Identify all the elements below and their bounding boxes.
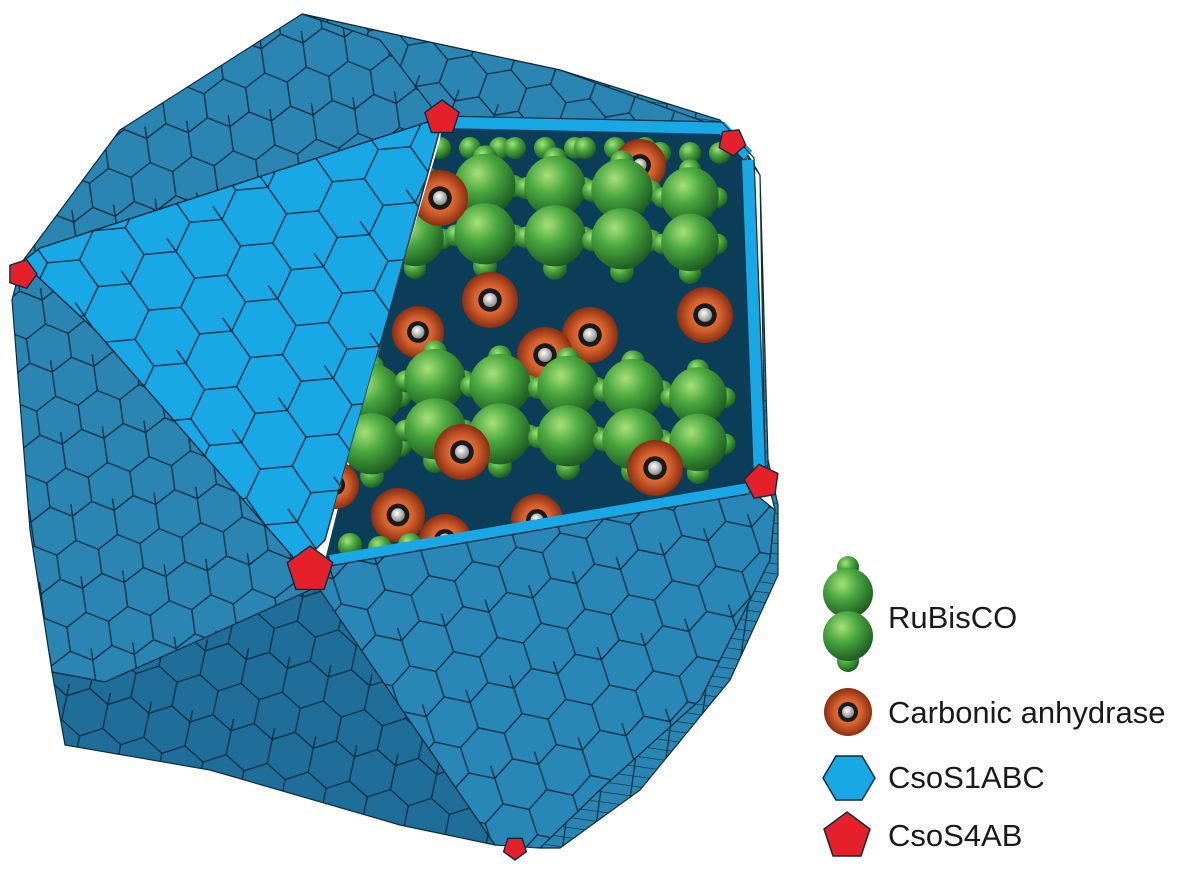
pentamer-vertex	[9, 258, 38, 290]
rubisco-subunit	[574, 137, 596, 159]
carboxysome-shell	[9, 13, 779, 861]
rubisco-molecule	[582, 150, 662, 283]
carbonic-anhydrase-molecule	[371, 488, 425, 542]
pentamer-vertex	[502, 837, 528, 861]
legend-label-csos1abc: CsoS1ABC	[888, 760, 1045, 795]
rubisco-molecule	[528, 347, 608, 480]
shell-facet-right-edge	[538, 174, 779, 849]
rubisco-molecule	[660, 359, 736, 484]
legend-label-csos4ab: CsoS4AB	[888, 818, 1023, 853]
pentamer-vertex	[286, 545, 334, 591]
shell-cut-rim-outline	[329, 115, 767, 567]
rubisco-subunit	[679, 142, 701, 164]
rubisco-subunit	[504, 137, 526, 159]
hexagon-icon	[822, 755, 876, 801]
carbonic-anhydrase-molecule	[627, 440, 683, 496]
shell-cut-rim-right	[742, 159, 766, 479]
pentamer-vertex	[743, 463, 779, 499]
legend-label-rubisco: RuBisCO	[888, 600, 1018, 635]
carbonic-anhydrase-molecule	[677, 287, 733, 343]
pentagon-icon	[823, 811, 871, 857]
pentamer-vertex	[718, 129, 747, 157]
carbonic-anhydrase-molecule	[462, 272, 518, 328]
legend	[822, 556, 876, 857]
shell-cut-rim-bottom	[329, 483, 749, 565]
pentamer-vertices	[9, 99, 779, 861]
pentamer-vertex	[424, 99, 460, 134]
legend-label-carbonic-anhydrase: Carbonic anhydrase	[888, 695, 1166, 730]
carbonic-anhydrase-icon	[824, 688, 872, 736]
rubisco-molecule	[652, 159, 728, 284]
carbonic-anhydrase-molecule	[434, 424, 490, 480]
rubisco-icon	[823, 556, 873, 672]
carbonic-anhydrase-molecule	[562, 307, 618, 363]
